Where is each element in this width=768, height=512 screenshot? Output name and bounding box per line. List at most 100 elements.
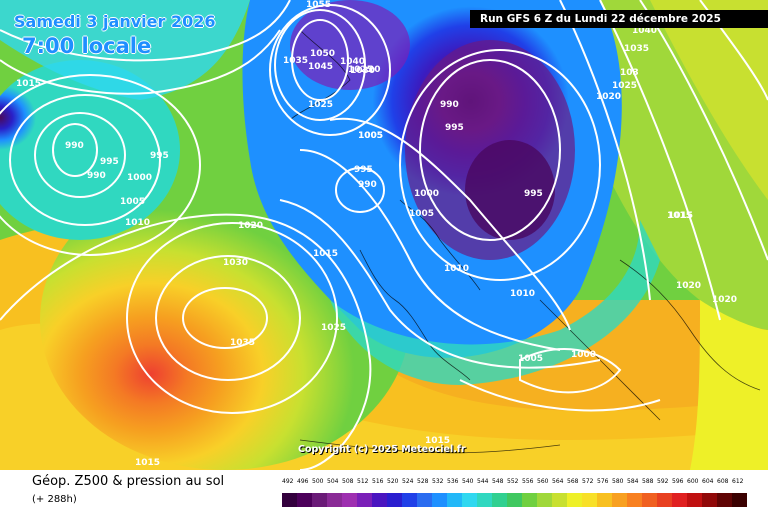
isobar-label: 1045 [308, 62, 333, 72]
isobar-label: 995 [524, 189, 543, 199]
scale-swatch [627, 493, 642, 507]
scale-swatch [507, 493, 522, 507]
isobar-label: 1005 [358, 131, 383, 141]
isobar-label: 1015 [313, 249, 338, 259]
isobar-label: 1015 [667, 211, 692, 221]
scale-swatch [522, 493, 537, 507]
isobar-label: 1030 [223, 258, 248, 268]
scale-swatch [567, 493, 582, 507]
isobar-label: 1035 [283, 56, 308, 66]
scale-swatch [672, 493, 687, 507]
isobar-label: 1020 [676, 281, 701, 291]
isobar-label: 1015 [135, 458, 160, 468]
scale-value: 508 [342, 478, 354, 485]
isobar-label: 1035 [624, 44, 649, 54]
isobar-label: 1005 [120, 197, 145, 207]
model-run-banner: Run GFS 6 Z du Lundi 22 décembre 2025 [470, 10, 768, 28]
scale-value: 560 [537, 478, 549, 485]
scale-swatch [357, 493, 372, 507]
isobar-label: 1015 [16, 79, 41, 89]
isobar-label: 1010 [125, 218, 150, 228]
scale-value: 584 [627, 478, 639, 485]
scale-swatch [417, 493, 432, 507]
color-scale [282, 493, 747, 507]
scale-value: 544 [477, 478, 489, 485]
isobar-label: 995 [150, 151, 169, 161]
isobar-label: 1000 [414, 189, 439, 199]
isobar-label: 1030 [350, 66, 375, 76]
geopotential-map: 1015 990 995 995 990 1000 1005 1010 1020… [0, 0, 768, 470]
isobar-label: 1050 [310, 49, 335, 59]
scale-swatch [597, 493, 612, 507]
scale-swatch [432, 493, 447, 507]
scale-value: 588 [642, 478, 654, 485]
scale-value: 592 [657, 478, 669, 485]
scale-swatch [387, 493, 402, 507]
scale-value: 576 [597, 478, 609, 485]
isobar-label: 990 [65, 141, 84, 151]
isobar-label: 990 [87, 171, 106, 181]
scale-swatch [582, 493, 597, 507]
isobar-label: 1010 [444, 264, 469, 274]
isobar-labels: 1015 990 995 995 990 1000 1005 1010 1020… [16, 0, 737, 468]
isobar-label: 1025 [308, 100, 333, 110]
scale-value: 608 [717, 478, 729, 485]
isobar-label: 995 [354, 165, 373, 175]
scale-swatch [327, 493, 342, 507]
scale-swatch [612, 493, 627, 507]
isobar-label: 990 [358, 180, 377, 190]
isobar-label: 1005 [518, 354, 543, 364]
isobar-label: 1005 [358, 131, 383, 141]
scale-swatch [447, 493, 462, 507]
legend-subtitle: (+ 288h) [32, 494, 77, 505]
scale-value: 528 [417, 478, 429, 485]
forecast-time: 7:00 locale [22, 34, 152, 58]
scale-swatch [282, 493, 297, 507]
scale-swatch [702, 493, 717, 507]
scale-value: 496 [297, 478, 309, 485]
scale-value: 568 [567, 478, 579, 485]
isobar-label: 995 [100, 157, 119, 167]
isobar-label: 1025 [321, 323, 346, 333]
scale-value: 504 [327, 478, 339, 485]
scale-value: 612 [732, 478, 744, 485]
copyright-text: Copyright (c) 2025 Meteociel.fr [298, 444, 466, 455]
isobar-label: 20 [368, 65, 381, 75]
scale-value: 492 [282, 478, 294, 485]
isobar-label: 1000 [127, 173, 152, 183]
scale-swatch [732, 493, 747, 507]
map-area: 1015 990 995 995 990 1000 1005 1010 1020… [0, 0, 768, 470]
scale-value: 580 [612, 478, 624, 485]
scale-value: 572 [582, 478, 594, 485]
scale-swatch [552, 493, 567, 507]
scale-value: 532 [432, 478, 444, 485]
isobar-label: 1040 [340, 57, 365, 67]
isobar-label: 1020 [712, 295, 737, 305]
isobars [0, 0, 768, 470]
isobar-label: 1020 [238, 221, 263, 231]
legend-title: Géop. Z500 & pression au sol [32, 474, 225, 489]
scale-value: 600 [687, 478, 699, 485]
scale-value: 520 [387, 478, 399, 485]
scale-swatch [537, 493, 552, 507]
scale-value: 524 [402, 478, 414, 485]
scale-swatch [462, 493, 477, 507]
isobar-label: 1015 [425, 436, 450, 446]
isobar-label: 1000 [571, 350, 596, 360]
color-scale-labels: 492 496 500 504 508 512 516 520 524 528 532 536 540 5… [282, 478, 750, 488]
scale-swatch [717, 493, 732, 507]
scale-value: 516 [372, 478, 384, 485]
scale-value: 604 [702, 478, 714, 485]
scale-value: 512 [357, 478, 369, 485]
isobar-label: 1015 [668, 211, 693, 221]
scale-value: 556 [522, 478, 534, 485]
scale-value: 548 [492, 478, 504, 485]
scale-swatch [657, 493, 672, 507]
scale-value: 596 [672, 478, 684, 485]
scale-swatch [312, 493, 327, 507]
isobar-label: 1010 [510, 289, 535, 299]
isobar-label: 1025 [612, 81, 637, 91]
isobar-label: 1055 [306, 0, 331, 10]
isobar-label: 1020 [596, 92, 621, 102]
